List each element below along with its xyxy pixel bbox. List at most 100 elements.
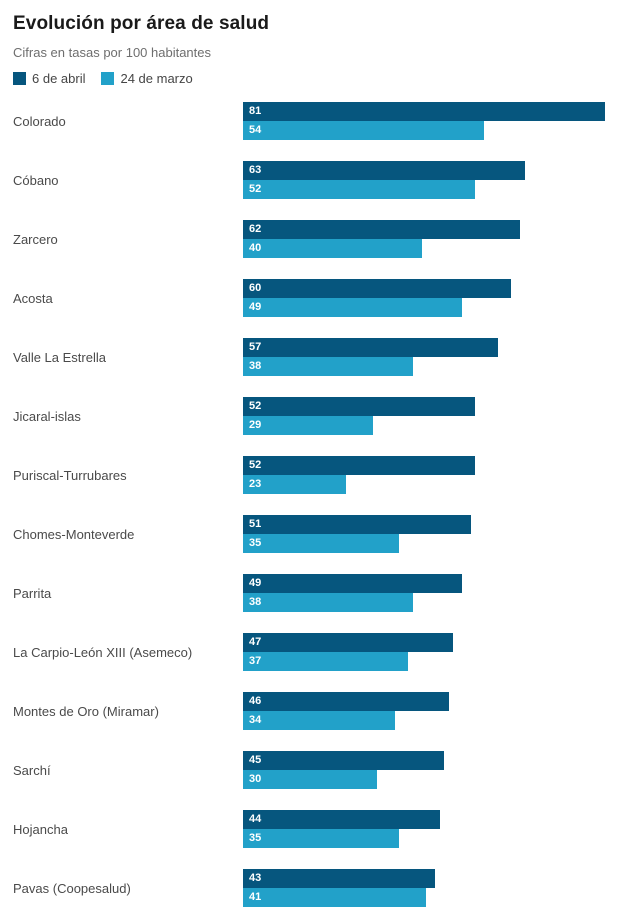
bar-value-label: 41 — [249, 891, 262, 903]
bar-value-label: 49 — [249, 577, 262, 589]
bar-24-de-marzo: 38 — [243, 593, 413, 612]
bar-group: 47 37 — [243, 633, 605, 671]
bar-group: 81 54 — [243, 102, 605, 140]
bar-value-label: 57 — [249, 341, 262, 353]
bar-24-de-marzo: 29 — [243, 416, 373, 435]
bar-24-de-marzo: 40 — [243, 239, 422, 258]
chart-row: La Carpio-León XIII (Asemeco) 47 37 — [11, 633, 614, 671]
bar-value-label: 37 — [249, 655, 262, 667]
category-label: La Carpio-León XIII (Asemeco) — [13, 644, 193, 660]
bar-value-label: 23 — [249, 478, 262, 490]
bar-24-de-marzo: 37 — [243, 652, 409, 671]
bar-24-de-marzo: 35 — [243, 829, 400, 848]
bar-value-label: 44 — [249, 813, 262, 825]
bar-group: 51 35 — [243, 515, 605, 553]
bar-24-de-marzo: 35 — [243, 534, 400, 553]
chart-row: Jicaral-islas 52 29 — [11, 397, 614, 435]
bar-6-de-abril: 60 — [243, 279, 512, 298]
bar-6-de-abril: 49 — [243, 574, 462, 593]
chart-row: Hojancha 44 35 — [11, 810, 614, 848]
category-label: Zarcero — [13, 231, 58, 247]
bar-value-label: 52 — [249, 183, 262, 195]
bar-value-label: 52 — [249, 400, 262, 412]
bar-value-label: 45 — [249, 754, 262, 766]
bar-value-label: 40 — [249, 242, 262, 254]
chart-row: Puriscal-Turrubares 52 23 — [11, 456, 614, 494]
bar-value-label: 29 — [249, 419, 262, 431]
chart-row: Acosta 60 49 — [11, 279, 614, 317]
bar-value-label: 35 — [249, 537, 262, 549]
bar-value-label: 35 — [249, 832, 262, 844]
bar-value-label: 60 — [249, 282, 262, 294]
bar-group: 49 38 — [243, 574, 605, 612]
bar-6-de-abril: 57 — [243, 338, 498, 357]
bar-24-de-marzo: 30 — [243, 770, 378, 789]
bar-6-de-abril: 52 — [243, 456, 476, 475]
category-label: Parrita — [13, 585, 52, 601]
legend: 6 de abril 24 de marzo — [13, 71, 614, 86]
bar-6-de-abril: 46 — [243, 692, 449, 711]
bar-6-de-abril: 62 — [243, 220, 521, 239]
bar-24-de-marzo: 23 — [243, 475, 346, 494]
category-label: Acosta — [13, 290, 53, 306]
bar-value-label: 43 — [249, 872, 262, 884]
bar-value-label: 52 — [249, 459, 262, 471]
bar-group: 46 34 — [243, 692, 605, 730]
category-label: Chomes-Monteverde — [13, 526, 135, 542]
bar-value-label: 34 — [249, 714, 262, 726]
bar-24-de-marzo: 38 — [243, 357, 413, 376]
category-label: Sarchí — [13, 762, 51, 778]
bar-6-de-abril: 44 — [243, 810, 440, 829]
bar-value-label: 46 — [249, 695, 262, 707]
category-label: Montes de Oro (Miramar) — [13, 703, 159, 719]
chart-row: Parrita 49 38 — [11, 574, 614, 612]
bar-6-de-abril: 63 — [243, 161, 525, 180]
bar-group: 63 52 — [243, 161, 605, 199]
bar-6-de-abril: 47 — [243, 633, 454, 652]
chart-subtitle: Cifras en tasas por 100 habitantes — [13, 45, 212, 60]
chart-row: Colorado 81 54 — [11, 102, 614, 140]
bar-24-de-marzo: 49 — [243, 298, 462, 317]
category-label: Pavas (Coopesalud) — [13, 880, 131, 896]
chart-row: Valle La Estrella 57 38 — [11, 338, 614, 376]
category-label: Puriscal-Turrubares — [13, 467, 127, 483]
legend-label-24-de-marzo: 24 de marzo — [120, 71, 193, 86]
bar-group: 60 49 — [243, 279, 605, 317]
bar-group: 52 23 — [243, 456, 605, 494]
legend-item-24-de-marzo: 24 de marzo — [101, 71, 193, 86]
chart-row: Chomes-Monteverde 51 35 — [11, 515, 614, 553]
chart-row: Zarcero 62 40 — [11, 220, 614, 258]
bar-group: 43 41 — [243, 869, 605, 907]
bar-24-de-marzo: 54 — [243, 121, 485, 140]
chart-title: Evolución por área de salud — [13, 13, 270, 34]
bar-group: 57 38 — [243, 338, 605, 376]
chart-row: Montes de Oro (Miramar) 46 34 — [11, 692, 614, 730]
legend-swatch-6-de-abril-icon — [13, 72, 26, 85]
category-label: Cóbano — [13, 172, 59, 188]
bar-value-label: 81 — [249, 105, 262, 117]
bar-group: 44 35 — [243, 810, 605, 848]
bar-6-de-abril: 51 — [243, 515, 471, 534]
chart-row: Pavas (Coopesalud) 43 41 — [11, 869, 614, 907]
chart-row: Cóbano 63 52 — [11, 161, 614, 199]
bar-value-label: 38 — [249, 596, 262, 608]
bar-24-de-marzo: 41 — [243, 888, 427, 907]
legend-swatch-24-de-marzo-icon — [101, 72, 115, 85]
chart-row: Sarchí 45 30 — [11, 751, 614, 789]
bar-value-label: 54 — [249, 124, 262, 136]
bar-6-de-abril: 45 — [243, 751, 445, 770]
bar-group: 62 40 — [243, 220, 605, 258]
bar-group: 45 30 — [243, 751, 605, 789]
bar-value-label: 63 — [249, 164, 262, 176]
bar-value-label: 49 — [249, 301, 262, 313]
bar-value-label: 51 — [249, 518, 262, 530]
bar-6-de-abril: 43 — [243, 869, 436, 888]
legend-item-6-de-abril: 6 de abril — [13, 71, 85, 86]
category-label: Jicaral-islas — [13, 408, 81, 424]
bar-value-label: 62 — [249, 223, 262, 235]
bar-24-de-marzo: 34 — [243, 711, 395, 730]
legend-label-6-de-abril: 6 de abril — [32, 71, 86, 86]
bar-value-label: 30 — [249, 773, 262, 785]
category-label: Hojancha — [13, 821, 68, 837]
